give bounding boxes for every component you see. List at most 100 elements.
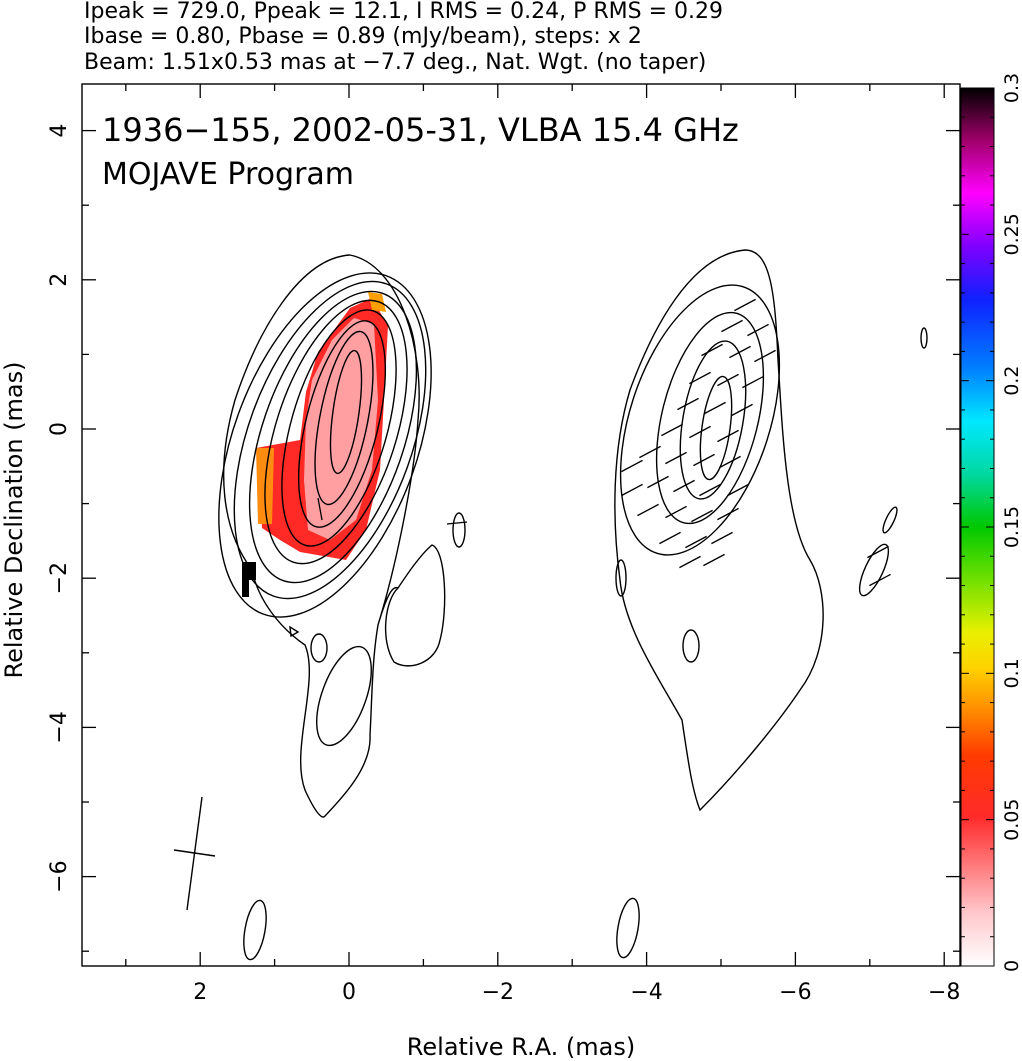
evpa-tick bbox=[867, 545, 889, 559]
evpa-ticks bbox=[317, 298, 891, 587]
evpa-tick bbox=[639, 445, 661, 459]
evpa-tick bbox=[621, 459, 643, 473]
colorbar-tick-label: 0.2 bbox=[1001, 366, 1022, 396]
contour-p-0 bbox=[699, 375, 733, 481]
contour-i-blob-a bbox=[310, 633, 328, 663]
evpa-tick bbox=[699, 483, 721, 497]
plot-frame bbox=[81, 83, 961, 967]
evpa-tick bbox=[754, 349, 776, 363]
evpa-tick bbox=[742, 375, 764, 389]
contour-i-2 bbox=[297, 320, 387, 528]
evpa-tick bbox=[731, 403, 753, 417]
evpa-tick bbox=[621, 483, 643, 497]
evpa-tick bbox=[685, 535, 707, 549]
x-tick-label: −2 bbox=[482, 980, 514, 1005]
colorbar-tick-label: 0.15 bbox=[1001, 506, 1022, 548]
x-axis-label: Relative R.A. (mas) bbox=[407, 1033, 635, 1061]
evpa-tick bbox=[717, 507, 739, 521]
y-tick-labels: 4 2 0 −2 −4 −6 bbox=[47, 124, 72, 893]
colorbar-tick-label: 0.1 bbox=[1001, 658, 1022, 688]
header-line-3: Beam: 1.51x0.53 mas at −7.7 deg., Nat. W… bbox=[84, 50, 707, 75]
stokes-i-contours bbox=[218, 254, 466, 961]
y-tick-label: 0 bbox=[47, 422, 72, 436]
evpa-tick bbox=[703, 553, 725, 567]
evpa-tick bbox=[673, 479, 695, 493]
evpa-tick bbox=[317, 497, 323, 521]
evpa-tick bbox=[747, 323, 769, 337]
chart-subtitle: MOJAVE Program bbox=[102, 157, 354, 192]
x-tick-label: −4 bbox=[630, 980, 662, 1005]
contour-p-blob-b bbox=[616, 897, 640, 959]
y-tick-label: −6 bbox=[47, 860, 72, 892]
chart-title: 1936−155, 2002-05-31, VLBA 15.4 GHz bbox=[102, 111, 739, 149]
y-tick-label: −4 bbox=[47, 711, 72, 743]
contour-p-1 bbox=[679, 340, 747, 500]
colorbar-tick-labels: 0 0.05 0.1 0.15 0.2 0.25 0.3 bbox=[1001, 73, 1022, 972]
evpa-tick bbox=[647, 475, 669, 489]
x-tick-label: 2 bbox=[193, 980, 207, 1005]
evpa-tick bbox=[665, 505, 687, 519]
evpa-tick bbox=[677, 397, 699, 411]
evpa-tick bbox=[689, 425, 711, 439]
colorbar-tick-label: 0.3 bbox=[1001, 73, 1022, 103]
contour-p-outer bbox=[614, 249, 824, 812]
contour-p-blob-f bbox=[920, 327, 928, 349]
evpa-tick bbox=[717, 373, 739, 387]
polarization-image bbox=[242, 292, 388, 597]
axis-ticks bbox=[82, 84, 960, 966]
contour-i-blob-b bbox=[316, 645, 372, 747]
colorbar-tick-label: 0 bbox=[1001, 960, 1022, 972]
pol-intensity-contours bbox=[614, 249, 928, 959]
colorbar-tick-label: 0.25 bbox=[1001, 213, 1022, 255]
evpa-tick bbox=[661, 423, 683, 437]
contour-i-blob-c bbox=[452, 512, 466, 548]
contour-i-triangle bbox=[289, 625, 300, 638]
evpa-tick bbox=[729, 345, 751, 359]
evpa-tick bbox=[665, 451, 687, 465]
contour-i-7 bbox=[218, 272, 432, 618]
evpa-tick bbox=[679, 555, 701, 569]
beam-minor-axis bbox=[173, 849, 216, 857]
evpa-tick bbox=[693, 453, 715, 467]
colorbar-ticks bbox=[961, 87, 994, 967]
contour-p-blob-c bbox=[615, 559, 627, 597]
x-tick-label: −6 bbox=[779, 980, 811, 1005]
restoring-beam bbox=[173, 796, 216, 911]
y-tick-label: −2 bbox=[47, 562, 72, 594]
evpa-tick bbox=[701, 343, 723, 357]
contour-i-0 bbox=[329, 349, 363, 475]
evpa-tick bbox=[446, 521, 468, 525]
evpa-tick bbox=[727, 483, 749, 497]
evpa-tick bbox=[717, 429, 739, 443]
y-tick-label: 2 bbox=[47, 273, 72, 287]
contour-i-3 bbox=[281, 309, 397, 547]
contour-p-3 bbox=[619, 284, 781, 556]
contour-p-blob-e bbox=[882, 506, 898, 534]
evpa-tick bbox=[704, 401, 726, 415]
x-tick-labels: 2 0 −2 −4 −6 −8 bbox=[193, 980, 960, 1005]
contour-i-4 bbox=[264, 299, 408, 565]
contour-i-outer bbox=[223, 254, 446, 818]
contour-i-blob-d bbox=[243, 899, 267, 961]
evpa-tick bbox=[659, 531, 681, 545]
x-tick-label: −8 bbox=[928, 980, 960, 1005]
contour-i-1 bbox=[314, 330, 374, 506]
contour-p-2 bbox=[655, 311, 765, 525]
contour-p-blob-d bbox=[858, 543, 890, 597]
colorbar-tick-label: 0.05 bbox=[1001, 799, 1022, 841]
evpa-tick bbox=[869, 573, 891, 587]
contour-i-6 bbox=[233, 280, 427, 600]
x-tick-label: 0 bbox=[342, 980, 356, 1005]
evpa-tick bbox=[734, 298, 756, 312]
contour-p-blob-a bbox=[682, 629, 700, 663]
evpa-tick bbox=[691, 509, 713, 523]
evpa-tick bbox=[721, 319, 743, 333]
colorbar bbox=[960, 87, 995, 967]
evpa-tick bbox=[719, 455, 741, 469]
evpa-tick bbox=[637, 503, 659, 517]
header-line-2: Ibase = 0.80, Pbase = 0.89 (mJy/beam), s… bbox=[84, 24, 642, 49]
evpa-tick bbox=[711, 531, 733, 545]
header-line-1: Ipeak = 729.0, Ppeak = 12.1, I RMS = 0.2… bbox=[84, 0, 723, 24]
contour-i-5 bbox=[248, 290, 418, 584]
